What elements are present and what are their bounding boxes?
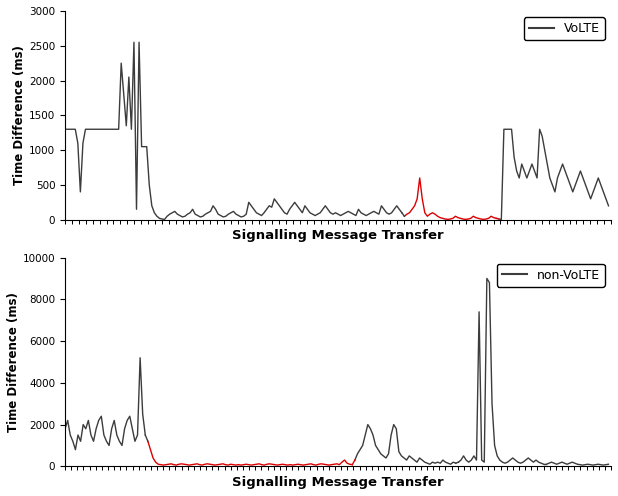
Y-axis label: Time Difference (ms): Time Difference (ms) — [7, 292, 20, 432]
Legend: non-VoLTE: non-VoLTE — [497, 264, 605, 287]
Y-axis label: Time Difference (ms): Time Difference (ms) — [14, 46, 27, 186]
X-axis label: Signalling Message Transfer: Signalling Message Transfer — [232, 230, 444, 243]
X-axis label: Signalling Message Transfer: Signalling Message Transfer — [232, 476, 444, 489]
Legend: VoLTE: VoLTE — [524, 17, 605, 40]
